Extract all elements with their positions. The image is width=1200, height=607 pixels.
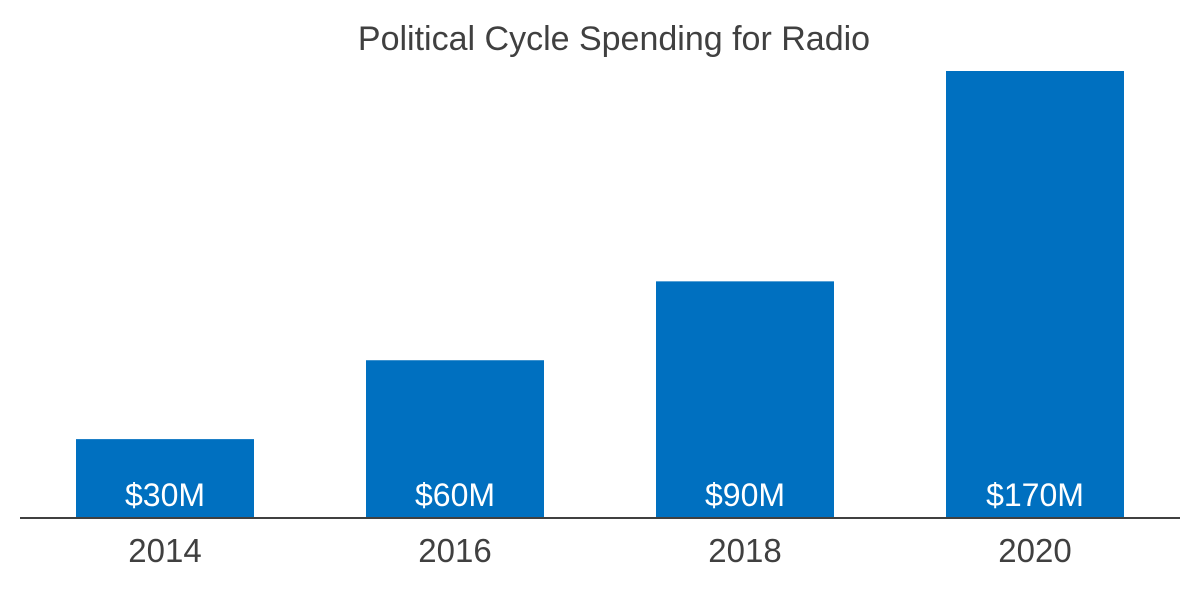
- x-tick-2016: 2016: [418, 532, 491, 569]
- bars-group: $30M $60M $90M $170M: [76, 71, 1124, 518]
- data-label-2018: $90M: [705, 477, 785, 513]
- data-label-2014: $30M: [125, 477, 205, 513]
- x-tick-2020: 2020: [998, 532, 1071, 569]
- bar-2020: [946, 71, 1124, 518]
- data-label-2020: $170M: [986, 477, 1084, 513]
- chart-title: Political Cycle Spending for Radio: [358, 20, 870, 58]
- x-tick-2018: 2018: [708, 532, 781, 569]
- x-tick-2014: 2014: [128, 532, 201, 569]
- bar-2014: [76, 439, 254, 518]
- bar-2018: [656, 281, 834, 518]
- bar-2016: [366, 360, 544, 518]
- data-label-2016: $60M: [415, 477, 495, 513]
- x-tick-labels: 2014 2016 2018 2020: [128, 532, 1071, 569]
